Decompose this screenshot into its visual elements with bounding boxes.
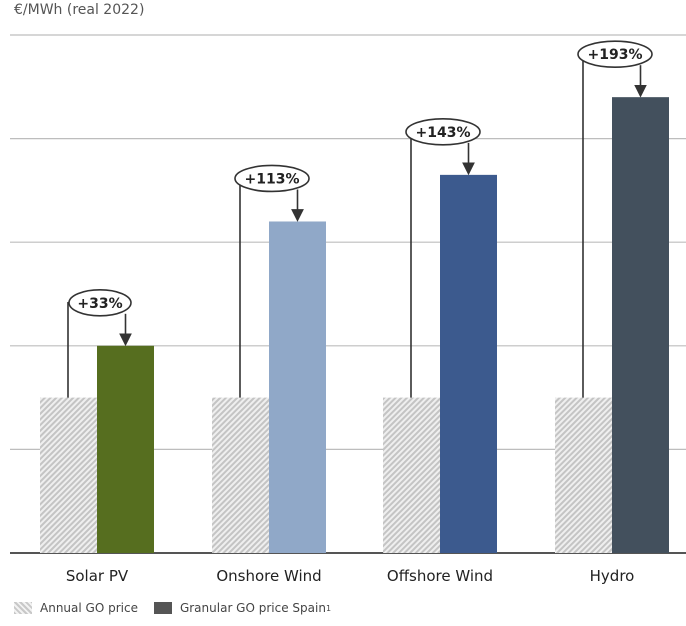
bar-granular-go-price [97,345,154,553]
annotation-label: +113% [245,171,300,187]
annotation-label: +33% [77,296,122,312]
legend: Annual GO price Granular GO price Spain 1 [14,601,347,615]
x-tick-label: Solar PV [66,567,129,585]
x-tick-label: Hydro [590,567,635,585]
legend-label-annual: Annual GO price [40,601,138,615]
annotation-label: +193% [588,47,643,63]
annotation-connector [406,131,412,398]
annotation-bubble [68,288,132,317]
bar-granular-go-price [269,221,326,554]
annotation-bubble [234,164,310,193]
bar-annual-go-price [555,397,612,553]
legend-label-granular: Granular GO price Spain [179,601,326,615]
bar-granular-go-price [440,174,497,554]
annotation-connector [235,177,241,398]
legend-swatch-annual [14,602,32,614]
legend-item-annual: Annual GO price [14,601,138,615]
x-tick-label: Onshore Wind [216,567,321,585]
bar-annual-go-price [383,397,440,553]
legend-footnote-marker: 1 [325,603,332,613]
annotation-connector [67,302,69,398]
y-axis-unit-label: €/MWh (real 2022) [14,2,145,18]
annotation-label: +143% [416,125,471,141]
legend-swatch-granular [153,602,172,614]
annotation-bubble [577,40,653,68]
bar-annual-go-price [40,397,97,553]
bar-chart: +33% +113% +143% +193% Solar PV Onshore Wind… [10,34,686,585]
annotation-bubble [405,118,481,146]
x-tick-label: Offshore Wind [387,567,493,585]
bar-annual-go-price [212,397,269,553]
legend-item-granular: Granular GO price Spain 1 [153,601,332,615]
bar-granular-go-price [612,97,669,553]
